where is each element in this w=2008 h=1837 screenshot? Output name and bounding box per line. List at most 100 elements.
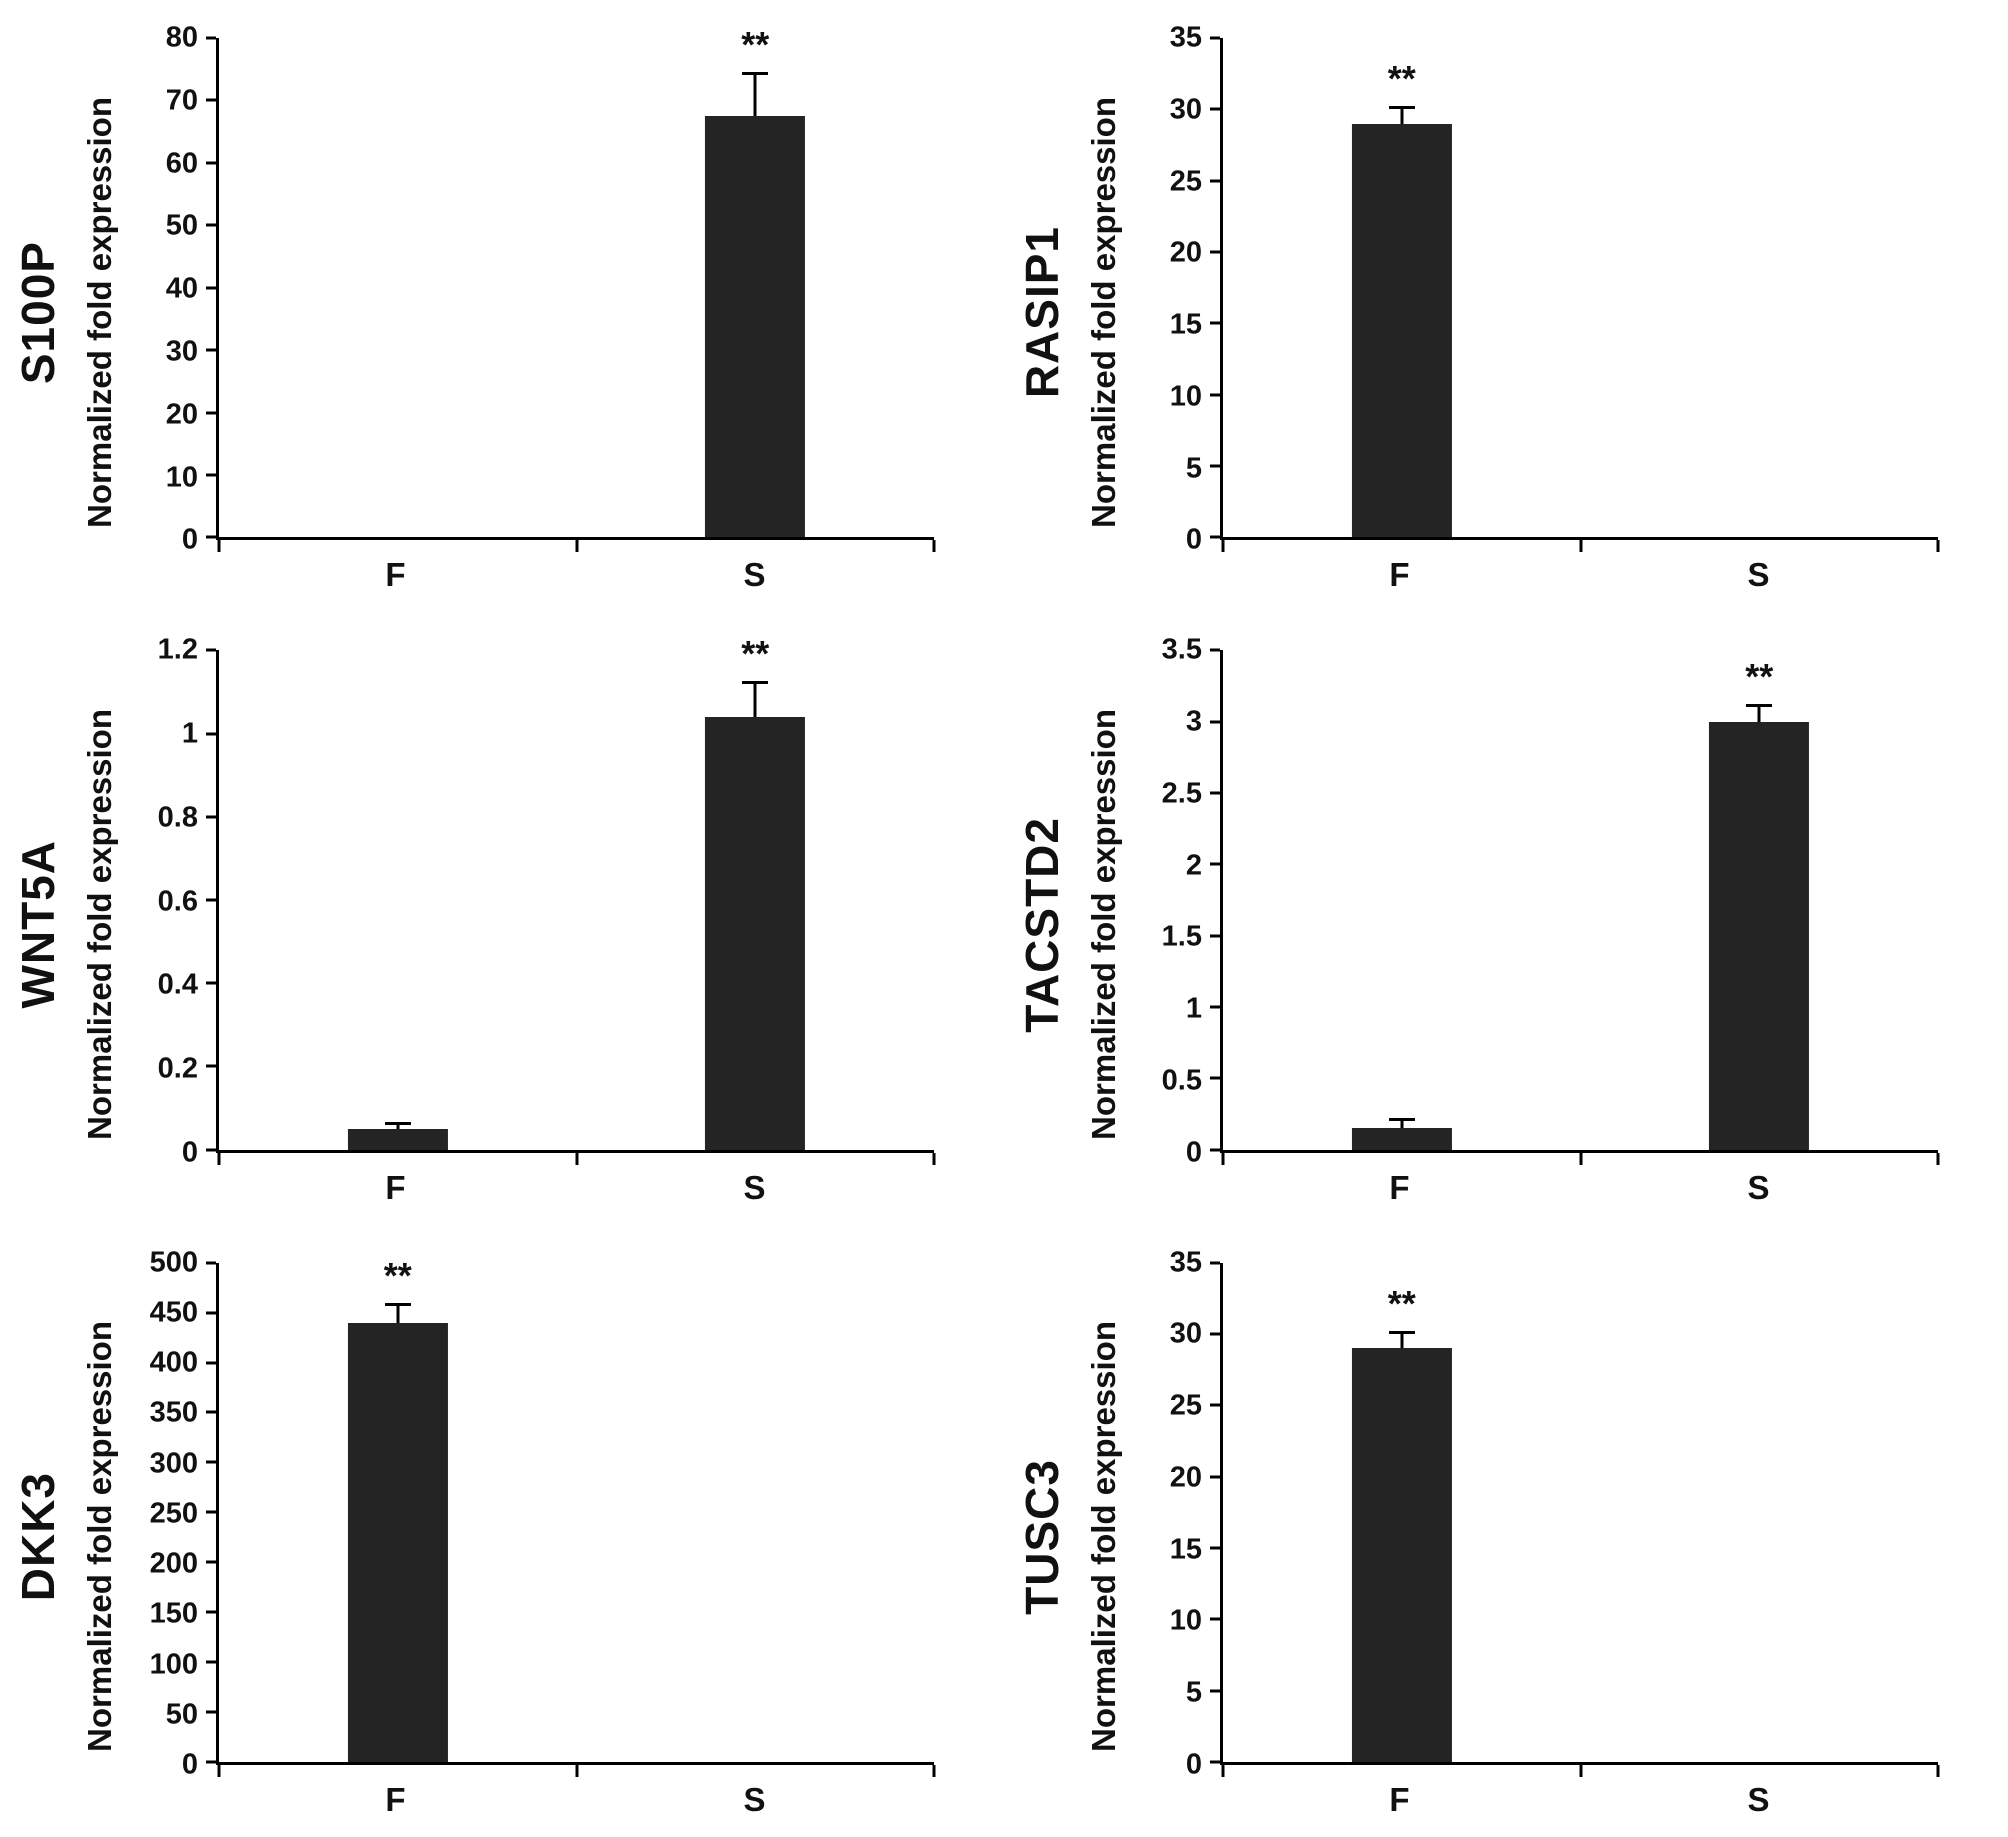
x-tick-mark <box>932 1152 936 1165</box>
gene-title: S100P <box>12 240 64 384</box>
bar-s <box>1709 721 1810 1150</box>
y-axis-title-column: Normalized fold expression <box>1074 26 1134 598</box>
y-tick-label: 50 <box>165 1698 198 1731</box>
y-tick-label: 5 <box>1185 452 1202 485</box>
significance-marker: ** <box>383 1254 412 1296</box>
bar-f <box>1351 1128 1452 1150</box>
y-tick-mark <box>206 815 216 819</box>
x-category-label: F <box>1389 1780 1410 1818</box>
gene-title: WNT5A <box>12 840 64 1009</box>
y-tick-label: 0.4 <box>157 968 198 1001</box>
x-tick-mark <box>217 540 221 553</box>
bar-s <box>705 116 806 538</box>
y-axis-tick-labels: 0 0.2 0.4 0.6 0.8 1 1.2 <box>130 635 216 1166</box>
chart-panel-dkk3: DKK3 Normalized fold expression 0 50 100 15… <box>0 1225 1004 1837</box>
y-axis-title-column: Normalized fold expression <box>1074 638 1134 1210</box>
y-tick-mark <box>1210 250 1220 254</box>
significance-marker: ** <box>741 632 770 674</box>
x-category-label: S <box>743 556 766 594</box>
y-tick-label: 10 <box>1169 380 1202 413</box>
y-tick-mark <box>1210 393 1220 397</box>
y-tick-label: 30 <box>1169 1317 1202 1350</box>
y-tick-mark <box>206 898 216 902</box>
y-tick-mark <box>1210 1475 1220 1479</box>
y-tick-label: 40 <box>165 272 198 305</box>
y-tick-mark <box>1210 1689 1220 1693</box>
y-tick-mark <box>206 981 216 985</box>
y-axis-title: Normalized fold expression <box>1085 709 1122 1140</box>
x-tick-mark <box>575 1764 578 1777</box>
y-tick-label: 5 <box>1185 1676 1202 1709</box>
gene-title: DKK3 <box>12 1472 64 1602</box>
y-tick-mark <box>206 1760 216 1764</box>
y-tick-mark <box>206 1261 216 1265</box>
y-axis-title: Normalized fold expression <box>81 709 118 1140</box>
y-tick-mark <box>1210 1005 1220 1009</box>
y-tick-label: 1.2 <box>157 633 198 666</box>
x-tick-mark <box>1936 1764 1940 1777</box>
y-tick-label: 10 <box>165 461 198 494</box>
chart-body: 0 10 20 30 40 50 60 70 80 ** <box>130 23 936 554</box>
gene-title-column: TUSC3 <box>1010 1251 1074 1823</box>
plot-area: ** <box>1210 36 1940 553</box>
y-tick-mark <box>206 1460 216 1464</box>
plot-area: ** <box>206 1257 936 1777</box>
x-category-label: F <box>385 556 406 594</box>
bar-f <box>1351 123 1452 538</box>
y-axis-title-column: Normalized fold expression <box>70 638 130 1210</box>
x-tick-mark <box>1936 1152 1940 1165</box>
y-axis-title: Normalized fold expression <box>1085 96 1122 528</box>
plot-area: ** <box>206 27 936 553</box>
y-axis-title-column: Normalized fold expression <box>1074 1251 1134 1823</box>
x-tick-mark <box>1221 540 1225 553</box>
y-tick-mark <box>206 1660 216 1664</box>
y-tick-mark <box>206 1510 216 1514</box>
chart-body: 0 50 100 150 200 250 300 350 400 450 500 ** <box>130 1248 936 1779</box>
y-axis-title: Normalized fold expression <box>1085 1321 1122 1753</box>
error-bar-line <box>1400 109 1404 124</box>
chart-body: 0 0.5 1 1.5 2 2.5 3 3.5 ** <box>1134 635 1940 1167</box>
y-axis-tick-labels: 0 50 100 150 200 250 300 350 400 450 500 <box>130 1248 216 1779</box>
chart-panel-rasip1: RASIP1 Normalized fold expression 0 5 10 15… <box>1004 0 2008 612</box>
chart-body: 0 0.2 0.4 0.6 0.8 1 1.2 ** <box>130 635 936 1167</box>
y-tick-label: 450 <box>149 1296 198 1329</box>
x-category-label: S <box>743 1780 766 1818</box>
y-tick-mark <box>1210 648 1220 652</box>
y-tick-label: 150 <box>149 1597 198 1630</box>
error-bar-line <box>1400 1334 1404 1349</box>
y-tick-label: 50 <box>165 209 198 242</box>
y-tick-label: 25 <box>1169 165 1202 198</box>
x-category-label: S <box>1747 1168 1770 1206</box>
x-tick-mark <box>1579 540 1582 553</box>
error-bar-cap <box>1388 1118 1415 1122</box>
y-tick-label: 15 <box>1169 1533 1202 1566</box>
y-tick-label: 300 <box>149 1447 198 1480</box>
chart-body: 0 5 10 15 20 25 30 35 ** <box>1134 1248 1940 1779</box>
gene-title: RASIP1 <box>1016 226 1068 399</box>
y-tick-label: 3.5 <box>1161 633 1202 666</box>
y-tick-label: 2 <box>1185 849 1202 882</box>
y-tick-label: 15 <box>1169 308 1202 341</box>
bar-s <box>705 716 806 1150</box>
gene-title-column: DKK3 <box>6 1251 70 1823</box>
error-bar-line <box>1757 707 1761 722</box>
y-tick-label: 0 <box>1185 1136 1202 1169</box>
y-tick-label: 100 <box>149 1648 198 1681</box>
error-bar-cap <box>384 1302 411 1306</box>
plot-area: ** <box>1210 648 1940 1165</box>
y-axis-title-column: Normalized fold expression <box>70 26 130 598</box>
y-tick-mark <box>206 348 216 352</box>
y-tick-label: 0 <box>181 1748 198 1781</box>
x-category-label: F <box>1389 1168 1410 1206</box>
y-tick-label: 0.2 <box>157 1052 198 1085</box>
x-category-label: S <box>1747 1780 1770 1818</box>
y-tick-mark <box>206 286 216 290</box>
y-axis-tick-labels: 0 5 10 15 20 25 30 35 <box>1134 23 1220 554</box>
y-tick-label: 30 <box>165 335 198 368</box>
